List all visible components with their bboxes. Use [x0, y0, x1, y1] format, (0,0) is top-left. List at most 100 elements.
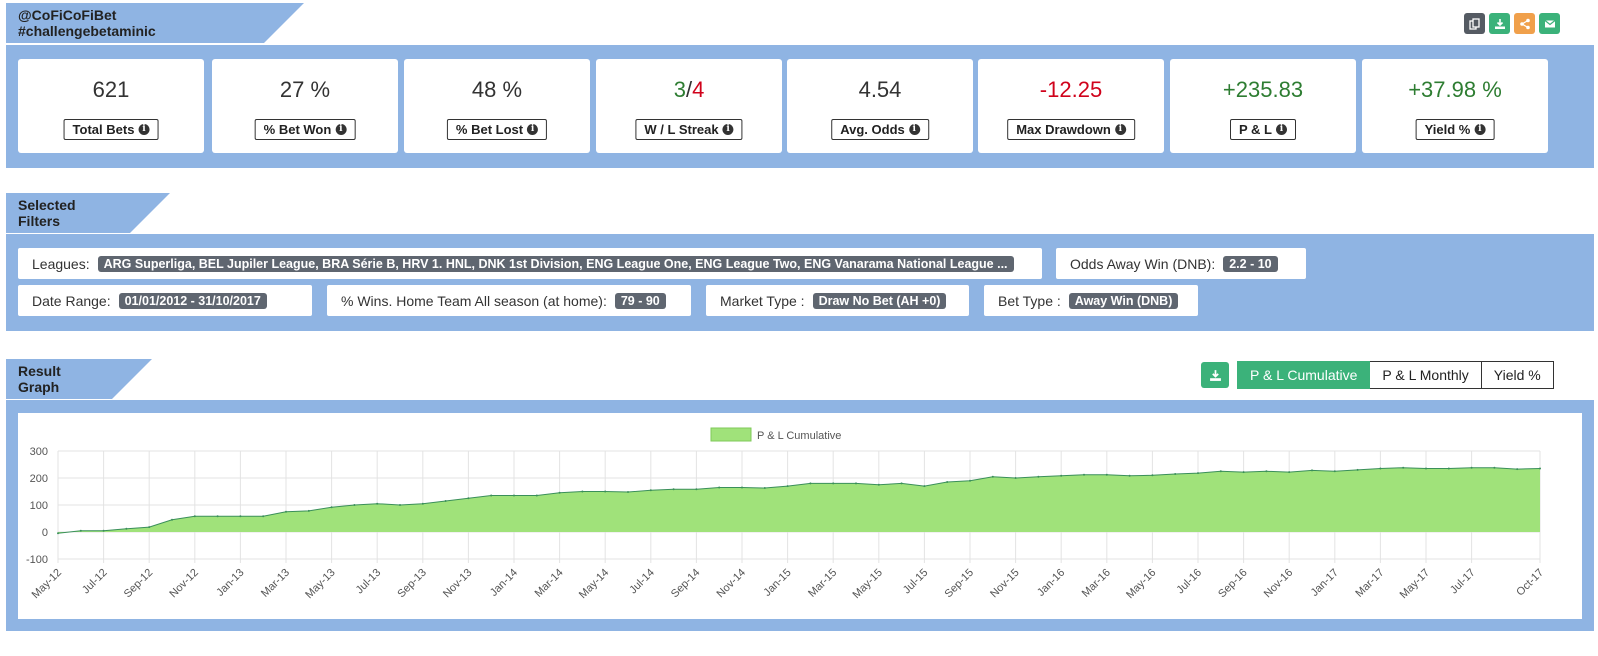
x-tick-label: Jul-12	[80, 567, 110, 597]
filter-odds: Odds Away Win (DNB): 2.2 - 10	[1056, 248, 1306, 279]
data-point	[695, 488, 698, 491]
filter-value: Draw No Bet (AH +0)	[812, 292, 947, 309]
stat-card-bet-won: 27 % % Bet Won i	[212, 59, 398, 153]
x-tick-label: Jul-16	[1174, 567, 1204, 597]
data-point	[786, 485, 789, 488]
data-point	[353, 504, 356, 506]
filter-value: ARG Superliga, BEL Jupiler League, BRA S…	[97, 255, 1014, 272]
stat-label-button[interactable]: W / L Streak i	[635, 119, 743, 140]
data-point	[376, 502, 379, 505]
info-icon[interactable]: i	[1114, 124, 1126, 135]
stat-label-button[interactable]: Avg. Odds i	[831, 119, 929, 140]
tab-yield[interactable]: Yield %	[1481, 361, 1554, 389]
filter-label: Odds Away Win (DNB):	[1070, 255, 1216, 272]
stat-label-button[interactable]: % Bet Lost i	[446, 119, 548, 140]
data-point	[672, 488, 675, 491]
filter-bet-type: Bet Type : Away Win (DNB)	[984, 285, 1198, 316]
info-icon[interactable]: i	[1474, 124, 1486, 135]
info-icon[interactable]: i	[335, 124, 347, 135]
x-tick-label: Oct-17	[1514, 567, 1546, 599]
data-point	[79, 529, 82, 532]
stat-label: Max Drawdown	[1016, 122, 1111, 137]
stat-label: P & L	[1239, 122, 1272, 137]
data-point	[558, 491, 561, 494]
download-icon	[1209, 369, 1221, 381]
x-tick-label: Jan-15	[761, 567, 793, 599]
stat-label: % Bet Lost	[455, 122, 524, 137]
data-point	[763, 487, 766, 489]
info-icon[interactable]: i	[527, 124, 539, 135]
stat-card-max-drawdown: -12.25 Max Drawdown i	[978, 59, 1164, 153]
data-point	[604, 490, 607, 493]
email-icon[interactable]	[1539, 13, 1560, 34]
x-tick-label: Mar-15	[806, 567, 839, 600]
stat-label-button[interactable]: % Bet Won i	[254, 119, 356, 140]
data-point	[1083, 473, 1085, 476]
stat-card-streak: 3/4 W / L Streak i	[596, 59, 782, 153]
data-point	[718, 486, 721, 489]
data-point	[216, 515, 219, 518]
data-point	[1379, 467, 1382, 470]
filter-label: Leagues:	[32, 255, 90, 272]
filter-value: 2.2 - 10	[1223, 255, 1278, 272]
copy-icon[interactable]	[1464, 13, 1485, 34]
info-icon[interactable]: i	[722, 124, 734, 135]
stat-label-button[interactable]: Total Bets i	[63, 119, 159, 140]
data-point	[285, 510, 287, 513]
x-tick-label: May-12	[30, 567, 64, 601]
filter-home-wins: % Wins. Home Team All season (at home): …	[327, 285, 691, 316]
filter-label: % Wins. Home Team All season (at home):	[341, 292, 607, 309]
data-point	[1265, 470, 1268, 473]
info-icon[interactable]: i	[908, 124, 920, 135]
filter-label: Bet Type :	[998, 292, 1061, 309]
data-point	[1105, 473, 1108, 476]
x-tick-label: Sep-15	[943, 567, 977, 601]
share-icon[interactable]	[1514, 13, 1535, 34]
x-tick-label: Jul-15	[901, 567, 931, 597]
data-point	[581, 490, 584, 493]
y-tick-label: 300	[30, 446, 48, 458]
filters-panel: Leagues: ARG Superliga, BEL Jupiler Leag…	[6, 234, 1594, 331]
info-icon[interactable]: i	[1276, 124, 1287, 135]
info-icon[interactable]: i	[138, 124, 150, 135]
download-icon[interactable]	[1489, 13, 1510, 34]
streak-win: 3	[673, 77, 686, 102]
stat-label: Avg. Odds	[840, 122, 905, 137]
x-tick-label: May-15	[850, 567, 884, 601]
tab-pl-monthly[interactable]: P & L Monthly	[1370, 361, 1482, 389]
x-tick-label: Mar-16	[1080, 567, 1113, 600]
data-point	[148, 526, 151, 529]
data-point	[1128, 474, 1131, 477]
stat-value: 4.54	[858, 77, 902, 102]
filter-date-range: Date Range: 01/01/2012 - 31/10/2017	[18, 285, 312, 316]
data-point	[102, 529, 105, 532]
stat-label-button[interactable]: Max Drawdown i	[1007, 119, 1135, 140]
tab-pl-cumulative[interactable]: P & L Cumulative	[1237, 361, 1371, 389]
data-point	[1447, 467, 1450, 470]
data-point	[1470, 466, 1473, 469]
stat-value: 27 %	[279, 77, 331, 102]
data-point	[1219, 470, 1222, 473]
section-title: Selected Filters	[18, 197, 76, 229]
y-tick-label: 100	[30, 500, 48, 512]
chart-download-button[interactable]	[1201, 362, 1229, 388]
data-point	[832, 482, 835, 485]
stat-card-total-bets: 621 Total Bets i	[18, 59, 204, 153]
stat-value: 621	[92, 77, 130, 102]
x-tick-label: Nov-14	[715, 567, 749, 601]
series-line	[57, 467, 1541, 534]
data-point	[1356, 468, 1359, 471]
stat-label-button[interactable]: Yield % i	[1415, 119, 1495, 140]
data-point	[57, 532, 59, 535]
x-tick-label: Jan-16	[1035, 567, 1067, 599]
x-tick-label: Jul-17	[1448, 567, 1478, 597]
data-point	[262, 515, 265, 518]
data-point	[1402, 466, 1405, 469]
stat-card-bet-lost: 48 % % Bet Lost i	[404, 59, 590, 153]
stat-label: Total Bets	[72, 122, 135, 137]
stat-value: +37.98 %	[1408, 77, 1502, 102]
data-point	[1333, 470, 1336, 473]
data-point	[1197, 472, 1199, 475]
data-point	[1037, 475, 1040, 478]
